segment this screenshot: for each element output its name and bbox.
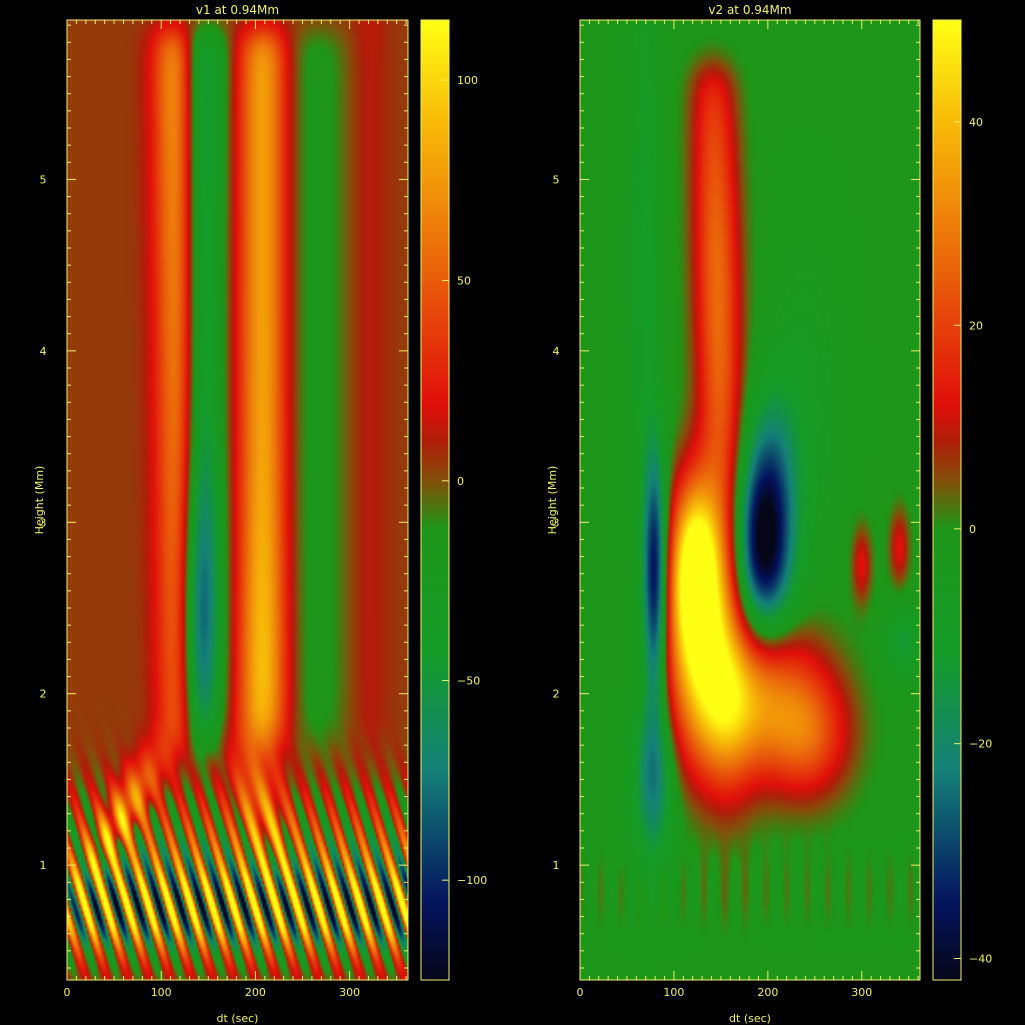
heatmap-image-2 — [580, 20, 920, 980]
colorbar-tick-label: 0 — [969, 523, 976, 536]
y-axis-label-1: Height (Mm) — [33, 466, 46, 535]
y-tick-label: 5 — [553, 173, 560, 186]
colorbar-2 — [933, 20, 961, 980]
chart-title-1: v1 at 0.94Mm — [196, 3, 279, 17]
x-tick-label: 100 — [663, 986, 684, 999]
x-tick-label: 0 — [64, 986, 71, 999]
x-tick-label: 200 — [757, 986, 778, 999]
y-tick-label: 5 — [40, 173, 47, 186]
x-axis-label-1: dt (sec) — [217, 1012, 259, 1025]
y-tick-label: 1 — [40, 859, 47, 872]
colorbar-frame-2 — [932, 19, 962, 981]
y-tick-label: 1 — [553, 859, 560, 872]
y-axis-label-2: Height (Mm) — [546, 466, 559, 535]
x-tick-label: 300 — [339, 986, 360, 999]
y-tick-label: 2 — [40, 688, 47, 701]
plot-frame-2 — [579, 19, 921, 981]
colorbar-tick-label: −20 — [969, 738, 992, 751]
y-tick-label: 3 — [40, 516, 47, 529]
heatmap-image-1 — [67, 20, 408, 980]
colorbar-tick-label: 40 — [969, 116, 983, 129]
colorbar-tick-label: 0 — [457, 475, 464, 488]
y-tick-label: 4 — [40, 345, 47, 358]
colorbar-tick-label: 20 — [969, 319, 983, 332]
colorbar-tick-label: −100 — [457, 874, 487, 887]
x-tick-label: 200 — [245, 986, 266, 999]
colorbar-frame-1 — [420, 19, 450, 981]
x-tick-label: 300 — [851, 986, 872, 999]
x-tick-label: 0 — [577, 986, 584, 999]
x-tick-label: 100 — [151, 986, 172, 999]
colorbar-tick-label: 50 — [457, 274, 471, 287]
chart-title-2: v2 at 0.94Mm — [708, 3, 791, 17]
y-tick-label: 2 — [553, 688, 560, 701]
x-axis-label-2: dt (sec) — [729, 1012, 771, 1025]
colorbar-tick-label: −40 — [969, 953, 992, 966]
plot-frame-1 — [66, 19, 409, 981]
y-tick-label: 3 — [553, 516, 560, 529]
colorbar-tick-label: −50 — [457, 674, 480, 687]
colorbar-tick-label: 100 — [457, 74, 478, 87]
y-tick-label: 4 — [553, 345, 560, 358]
colorbar-1 — [421, 20, 449, 980]
